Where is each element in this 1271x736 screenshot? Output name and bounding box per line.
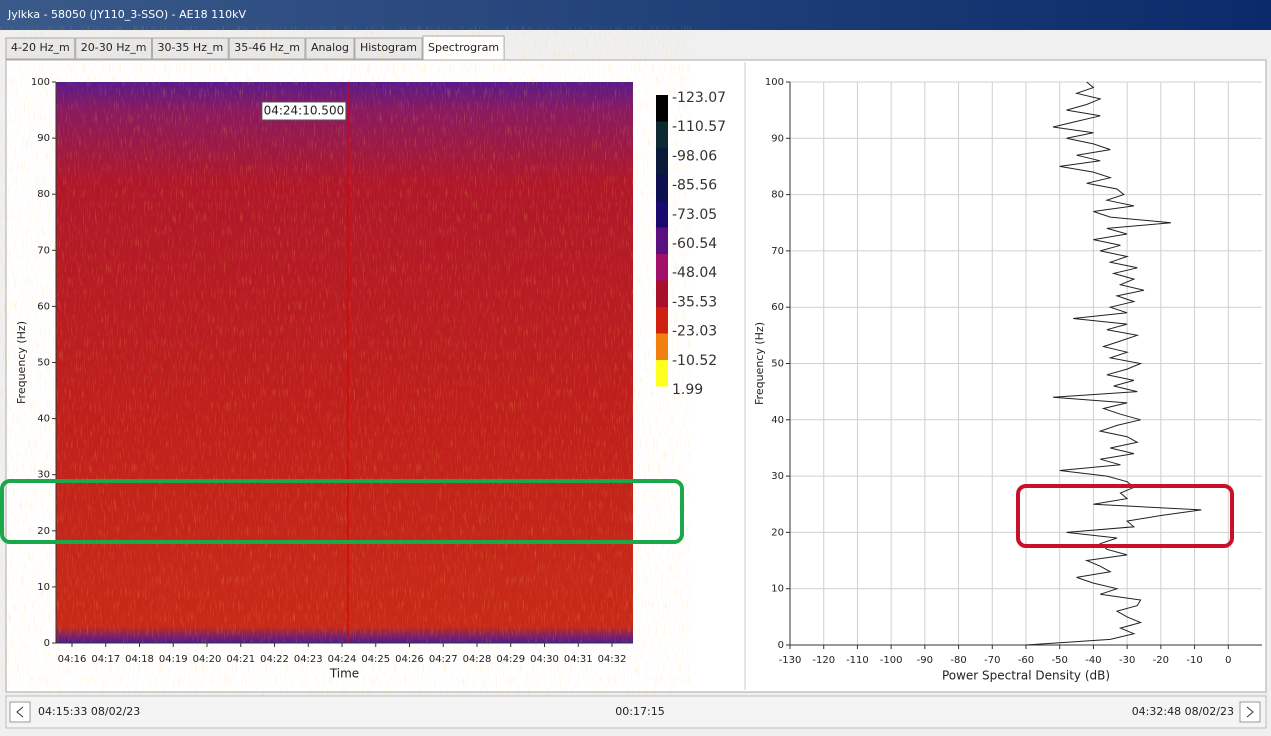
y-tick-label: 60 [771, 302, 784, 313]
spectrogram-texture [56, 82, 633, 643]
x-tick-label: 04:23 [294, 654, 323, 665]
colorbar-swatch [656, 334, 668, 361]
y-tick-label: 100 [31, 77, 50, 88]
tab-label: Spectrogram [428, 41, 499, 54]
y-axis-label: Frequency (Hz) [753, 322, 766, 405]
x-tick-label: 04:18 [125, 654, 154, 665]
colorbar-label: -73.05 [672, 207, 717, 223]
x-tick-label: -130 [779, 655, 802, 666]
y-tick-label: 20 [37, 526, 50, 537]
y-tick-label: 30 [771, 471, 784, 482]
y-tick-label: 100 [765, 77, 784, 88]
colorbar-label: -98.06 [672, 148, 717, 164]
x-tick-label: -30 [1119, 655, 1135, 666]
y-tick-label: 0 [778, 640, 784, 651]
colorbar-label: -35.53 [672, 294, 717, 310]
duration: 00:17:15 [615, 705, 664, 718]
colorbar-label: -85.56 [672, 178, 717, 194]
x-tick-label: 04:26 [395, 654, 424, 665]
x-tick-label: 04:22 [260, 654, 289, 665]
y-tick-label: 10 [771, 584, 784, 595]
colorbar-swatch [656, 148, 668, 175]
x-tick-label: 04:28 [463, 654, 492, 665]
colorbar-label: -60.54 [672, 236, 717, 252]
y-axis-label: Frequency (Hz) [15, 321, 28, 404]
colorbar-label: 1.99 [672, 382, 703, 398]
colorbar-swatch [656, 95, 668, 122]
colorbar-swatch [656, 307, 668, 334]
colorbar-swatch [656, 175, 668, 202]
y-tick-label: 50 [771, 359, 784, 370]
y-tick-label: 20 [771, 527, 784, 538]
x-tick-label: 04:20 [193, 654, 222, 665]
x-tick-label: 04:21 [226, 654, 255, 665]
x-tick-label: 04:32 [598, 654, 627, 665]
y-tick-label: 0 [44, 638, 50, 649]
tab-strip: 4-20 Hz_m 20-30 Hz_m 30-35 Hz_m 35-46 Hz_m A… [6, 36, 504, 60]
y-tick-label: 40 [771, 415, 784, 426]
x-tick-label: -90 [917, 655, 933, 666]
colorbar-swatch [656, 122, 668, 149]
y-tick-label: 50 [37, 358, 50, 369]
x-tick-label: -60 [1018, 655, 1034, 666]
x-tick-label: -20 [1153, 655, 1169, 666]
x-tick-label: -100 [880, 655, 903, 666]
colorbar-swatch [656, 360, 668, 387]
y-tick-label: 10 [37, 582, 50, 593]
x-tick-label: -80 [950, 655, 966, 666]
tab-label: Histogram [360, 41, 417, 54]
x-tick-label: 04:17 [91, 654, 120, 665]
next-button[interactable] [1240, 702, 1260, 722]
colorbar-label: -10.52 [672, 353, 717, 369]
y-tick-label: 80 [37, 189, 50, 200]
x-axis-label: Time [329, 667, 359, 681]
x-tick-label: -110 [846, 655, 869, 666]
tab-label: 20-30 Hz_m [81, 41, 147, 54]
colorbar-swatch [656, 201, 668, 228]
tab-label: 35-46 Hz_m [234, 41, 300, 54]
y-tick-label: 70 [37, 245, 50, 256]
x-axis-label: Power Spectral Density (dB) [942, 669, 1110, 683]
cursor-label: 04:24:10.500 [264, 104, 345, 118]
y-tick-label: 80 [771, 190, 784, 201]
colorbar-swatch [656, 254, 668, 281]
page: {"window": {"title": "Jylkka - 58050 (JY… [0, 0, 1271, 732]
colorbar-label: -110.57 [672, 119, 726, 135]
previous-button[interactable] [10, 702, 30, 722]
x-tick-label: -120 [812, 655, 835, 666]
y-tick-label: 40 [37, 414, 50, 425]
x-tick-label: -40 [1085, 655, 1101, 666]
colorbar-label: -48.04 [672, 265, 717, 281]
window: Jylkka - 58050 (JY110_3-SSO) - AE18 110k… [0, 0, 1271, 732]
x-tick-label: 04:25 [361, 654, 390, 665]
y-tick-label: 90 [37, 133, 50, 144]
x-tick-label: 04:31 [564, 654, 593, 665]
start-time: 04:15:33 08/02/23 [38, 705, 140, 718]
colorbar-label: -23.03 [672, 324, 717, 340]
window-title: Jylkka - 58050 (JY110_3-SSO) - AE18 110k… [7, 8, 246, 21]
tab-label: 4-20 Hz_m [11, 41, 70, 54]
x-tick-label: -50 [1052, 655, 1068, 666]
y-tick-label: 70 [771, 246, 784, 257]
colorbar-swatch [656, 228, 668, 255]
colorbar-label: -123.07 [672, 90, 726, 106]
x-tick-label: -70 [984, 655, 1000, 666]
y-tick-label: 60 [37, 301, 50, 312]
x-tick-label: 04:30 [530, 654, 559, 665]
x-tick-label: -10 [1186, 655, 1202, 666]
y-tick-label: 90 [771, 133, 784, 144]
x-tick-label: 04:24 [328, 654, 357, 665]
x-tick-label: 04:16 [58, 654, 87, 665]
tab-label: 30-35 Hz_m [157, 41, 223, 54]
x-tick-label: 04:29 [496, 654, 525, 665]
colorbar-swatch [656, 281, 668, 308]
tab-label: Analog [311, 41, 349, 54]
x-tick-label: 0 [1225, 655, 1231, 666]
end-time: 04:32:48 08/02/23 [1132, 705, 1234, 718]
x-tick-label: 04:19 [159, 654, 188, 665]
x-tick-label: 04:27 [429, 654, 458, 665]
